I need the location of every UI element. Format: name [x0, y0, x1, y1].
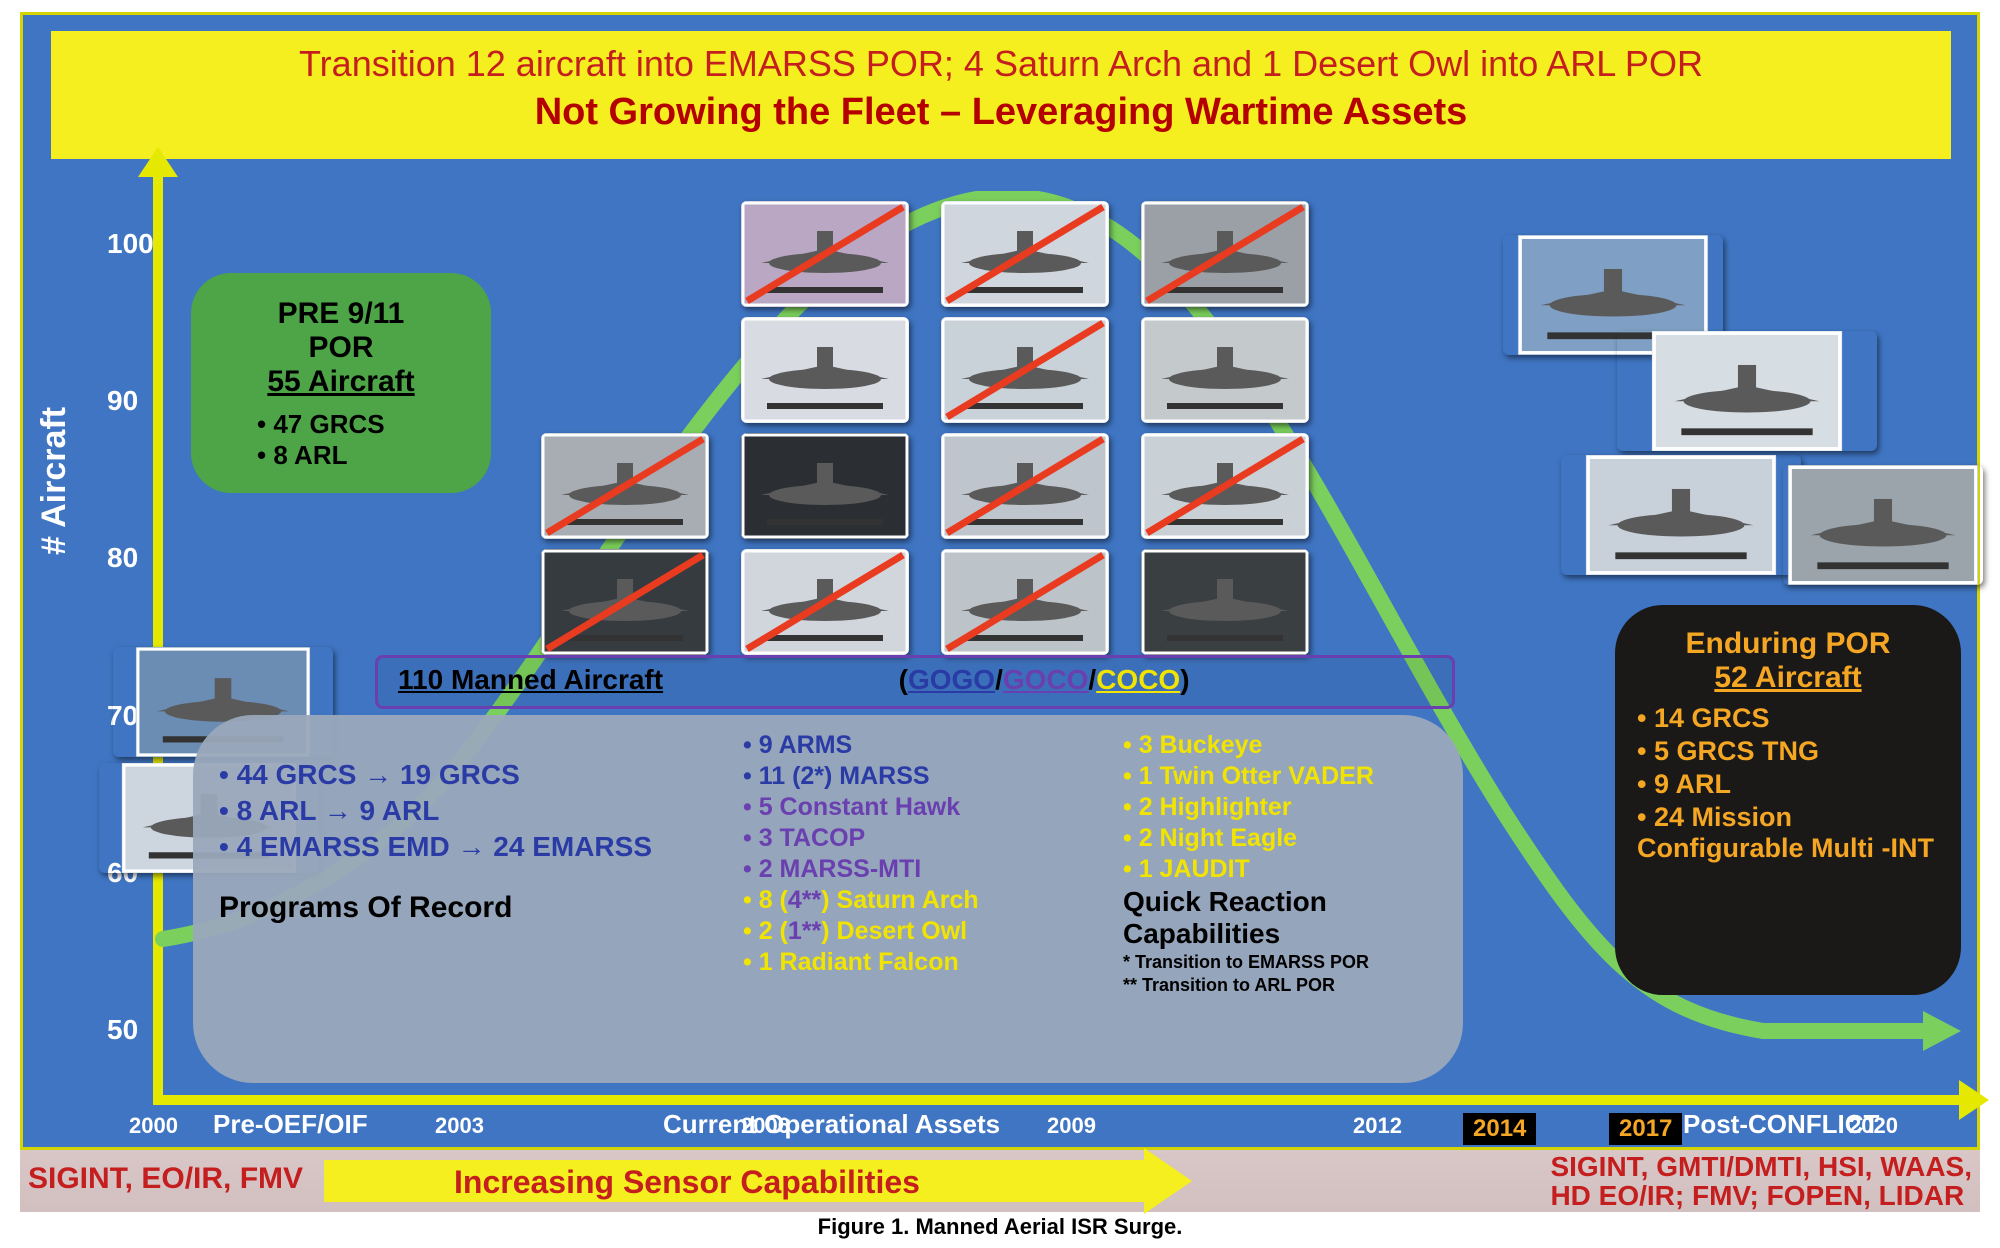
- por-label: Programs Of Record: [219, 891, 659, 925]
- x-tick: 2003: [435, 1113, 484, 1139]
- y-tick: 50: [107, 1014, 138, 1046]
- enduring-bullet: • 14 GRCS: [1637, 703, 1939, 734]
- pre911-bullet: • 47 GRCS: [257, 409, 467, 440]
- footer-right-text: SIGINT, GMTI/DMTI, HSI, WAAS, HD EO/IR; …: [1550, 1152, 1972, 1211]
- chart-area: Transition 12 aircraft into EMARSS POR; …: [20, 12, 1980, 1150]
- aircraft-thumb: [1141, 201, 1309, 307]
- goco-label: GOCO: [1003, 664, 1089, 695]
- pre911-title-3: 55 Aircraft: [215, 365, 467, 399]
- aircraft-thumb: [1141, 317, 1309, 423]
- y-tick: 100: [107, 228, 154, 260]
- por-line: • 4 EMARSS EMD → 24 EMARSS: [219, 831, 659, 863]
- por-line: • 44 GRCS → 19 GRCS: [219, 759, 659, 791]
- qrc-label: Quick Reaction Capabilities: [1123, 886, 1453, 950]
- capability-line: • 1 Twin Otter VADER: [1123, 762, 1453, 791]
- enduring-bullet: • 5 GRCS TNG: [1637, 736, 1939, 767]
- paren-close: ): [1180, 664, 1189, 695]
- x-tick: 2000: [129, 1113, 178, 1139]
- gogo-label: GOGO: [908, 664, 995, 695]
- capability-line: • 3 TACOP: [743, 824, 1063, 853]
- footer-left-text: SIGINT, EO/IR, FMV: [28, 1162, 303, 1196]
- figure-canvas: Transition 12 aircraft into EMARSS POR; …: [0, 0, 2000, 1248]
- enduring-title-2: 52 Aircraft: [1637, 661, 1939, 695]
- capability-line: • 8 (4**) Saturn Arch: [743, 886, 1063, 915]
- x-year-badge: 2017: [1609, 1113, 1682, 1145]
- paren-open: (: [899, 664, 908, 695]
- x-era-label: Current Operational Assets: [663, 1109, 1000, 1140]
- pre911-title-1: PRE 9/11: [215, 297, 467, 331]
- capability-line: • 11 (2*) MARSS: [743, 762, 1063, 791]
- capabilities-column-2: • 3 Buckeye• 1 Twin Otter VADER• 2 Highl…: [1123, 729, 1453, 998]
- aircraft-thumb: [1617, 331, 1877, 451]
- capability-line: • 3 Buckeye: [1123, 731, 1453, 760]
- y-tick: 90: [107, 385, 138, 417]
- aircraft-thumb: [1561, 455, 1801, 575]
- capability-line: • 9 ARMS: [743, 731, 1063, 760]
- enduring-bullet: • 9 ARL: [1637, 769, 1939, 800]
- capability-line: • 1 Radiant Falcon: [743, 948, 1063, 977]
- pre911-bullet: • 8 ARL: [257, 440, 467, 471]
- capability-line: • 2 Highlighter: [1123, 793, 1453, 822]
- por-line: • 8 ARL → 9 ARL: [219, 795, 659, 827]
- aircraft-thumb: [1141, 433, 1309, 539]
- coco-label: COCO: [1096, 664, 1180, 695]
- footer-arrow-text: Increasing Sensor Capabilities: [454, 1164, 920, 1201]
- aircraft-thumb: [941, 433, 1109, 539]
- pre911-box: PRE 9/11 POR 55 Aircraft • 47 GRCS • 8 A…: [191, 273, 491, 493]
- x-era-label: Post-CONFLICT: [1683, 1109, 1879, 1140]
- aircraft-thumb: [541, 549, 709, 655]
- aircraft-thumb: [1783, 465, 1983, 585]
- footnote: * Transition to EMARSS POR: [1123, 952, 1453, 973]
- x-era-label: Pre-OEF/OIF: [213, 1109, 368, 1140]
- capabilities-column-1: • 9 ARMS• 11 (2*) MARSS• 5 Constant Hawk…: [743, 729, 1063, 979]
- footnote: ** Transition to ARL POR: [1123, 975, 1453, 996]
- aircraft-thumb: [741, 549, 909, 655]
- footer-arrow: Increasing Sensor Capabilities: [324, 1154, 1194, 1208]
- aircraft-thumb: [941, 201, 1109, 307]
- enduring-por-box: Enduring POR 52 Aircraft • 14 GRCS • 5 G…: [1615, 605, 1961, 995]
- capability-line: • 5 Constant Hawk: [743, 793, 1063, 822]
- capability-line: • 2 MARSS-MTI: [743, 855, 1063, 884]
- capability-line: • 2 (1**) Desert Owl: [743, 917, 1063, 946]
- enduring-bullet: • 24 Mission Configurable Multi -INT: [1637, 802, 1939, 864]
- aircraft-thumb: [741, 317, 909, 423]
- aircraft-thumb: [941, 549, 1109, 655]
- figure-caption: Figure 1. Manned Aerial ISR Surge.: [0, 1214, 2000, 1240]
- programs-of-record-column: • 44 GRCS → 19 GRCS • 8 ARL → 9 ARL • 4 …: [219, 755, 659, 929]
- title-banner: Transition 12 aircraft into EMARSS POR; …: [51, 31, 1951, 159]
- capability-line: • 2 Night Eagle: [1123, 824, 1453, 853]
- y-axis-arrow: [153, 175, 163, 1105]
- title-line-2: Not Growing the Fleet – Leveraging Warti…: [51, 91, 1951, 134]
- x-year-badge: 2014: [1463, 1113, 1536, 1145]
- x-axis-arrow: [153, 1095, 1961, 1105]
- y-axis-label: # Aircraft: [35, 407, 74, 555]
- aircraft-thumb: [541, 433, 709, 539]
- aircraft-count-header: 110 Manned Aircraft (GOGO/GOCO/COCO): [375, 655, 1455, 709]
- aircraft-thumb: [741, 433, 909, 539]
- x-tick: 2009: [1047, 1113, 1096, 1139]
- x-tick: 2012: [1353, 1113, 1402, 1139]
- footer-strip: SIGINT, EO/IR, FMV Increasing Sensor Cap…: [20, 1150, 1980, 1212]
- manned-aircraft-label: 110 Manned Aircraft: [398, 664, 663, 695]
- aircraft-thumb: [941, 317, 1109, 423]
- capability-line: • 1 JAUDIT: [1123, 855, 1453, 884]
- y-tick: 80: [107, 542, 138, 574]
- title-line-1: Transition 12 aircraft into EMARSS POR; …: [51, 43, 1951, 85]
- pre911-title-2: POR: [215, 331, 467, 365]
- aircraft-thumb: [1141, 549, 1309, 655]
- enduring-title-1: Enduring POR: [1637, 627, 1939, 661]
- aircraft-thumb: [741, 201, 909, 307]
